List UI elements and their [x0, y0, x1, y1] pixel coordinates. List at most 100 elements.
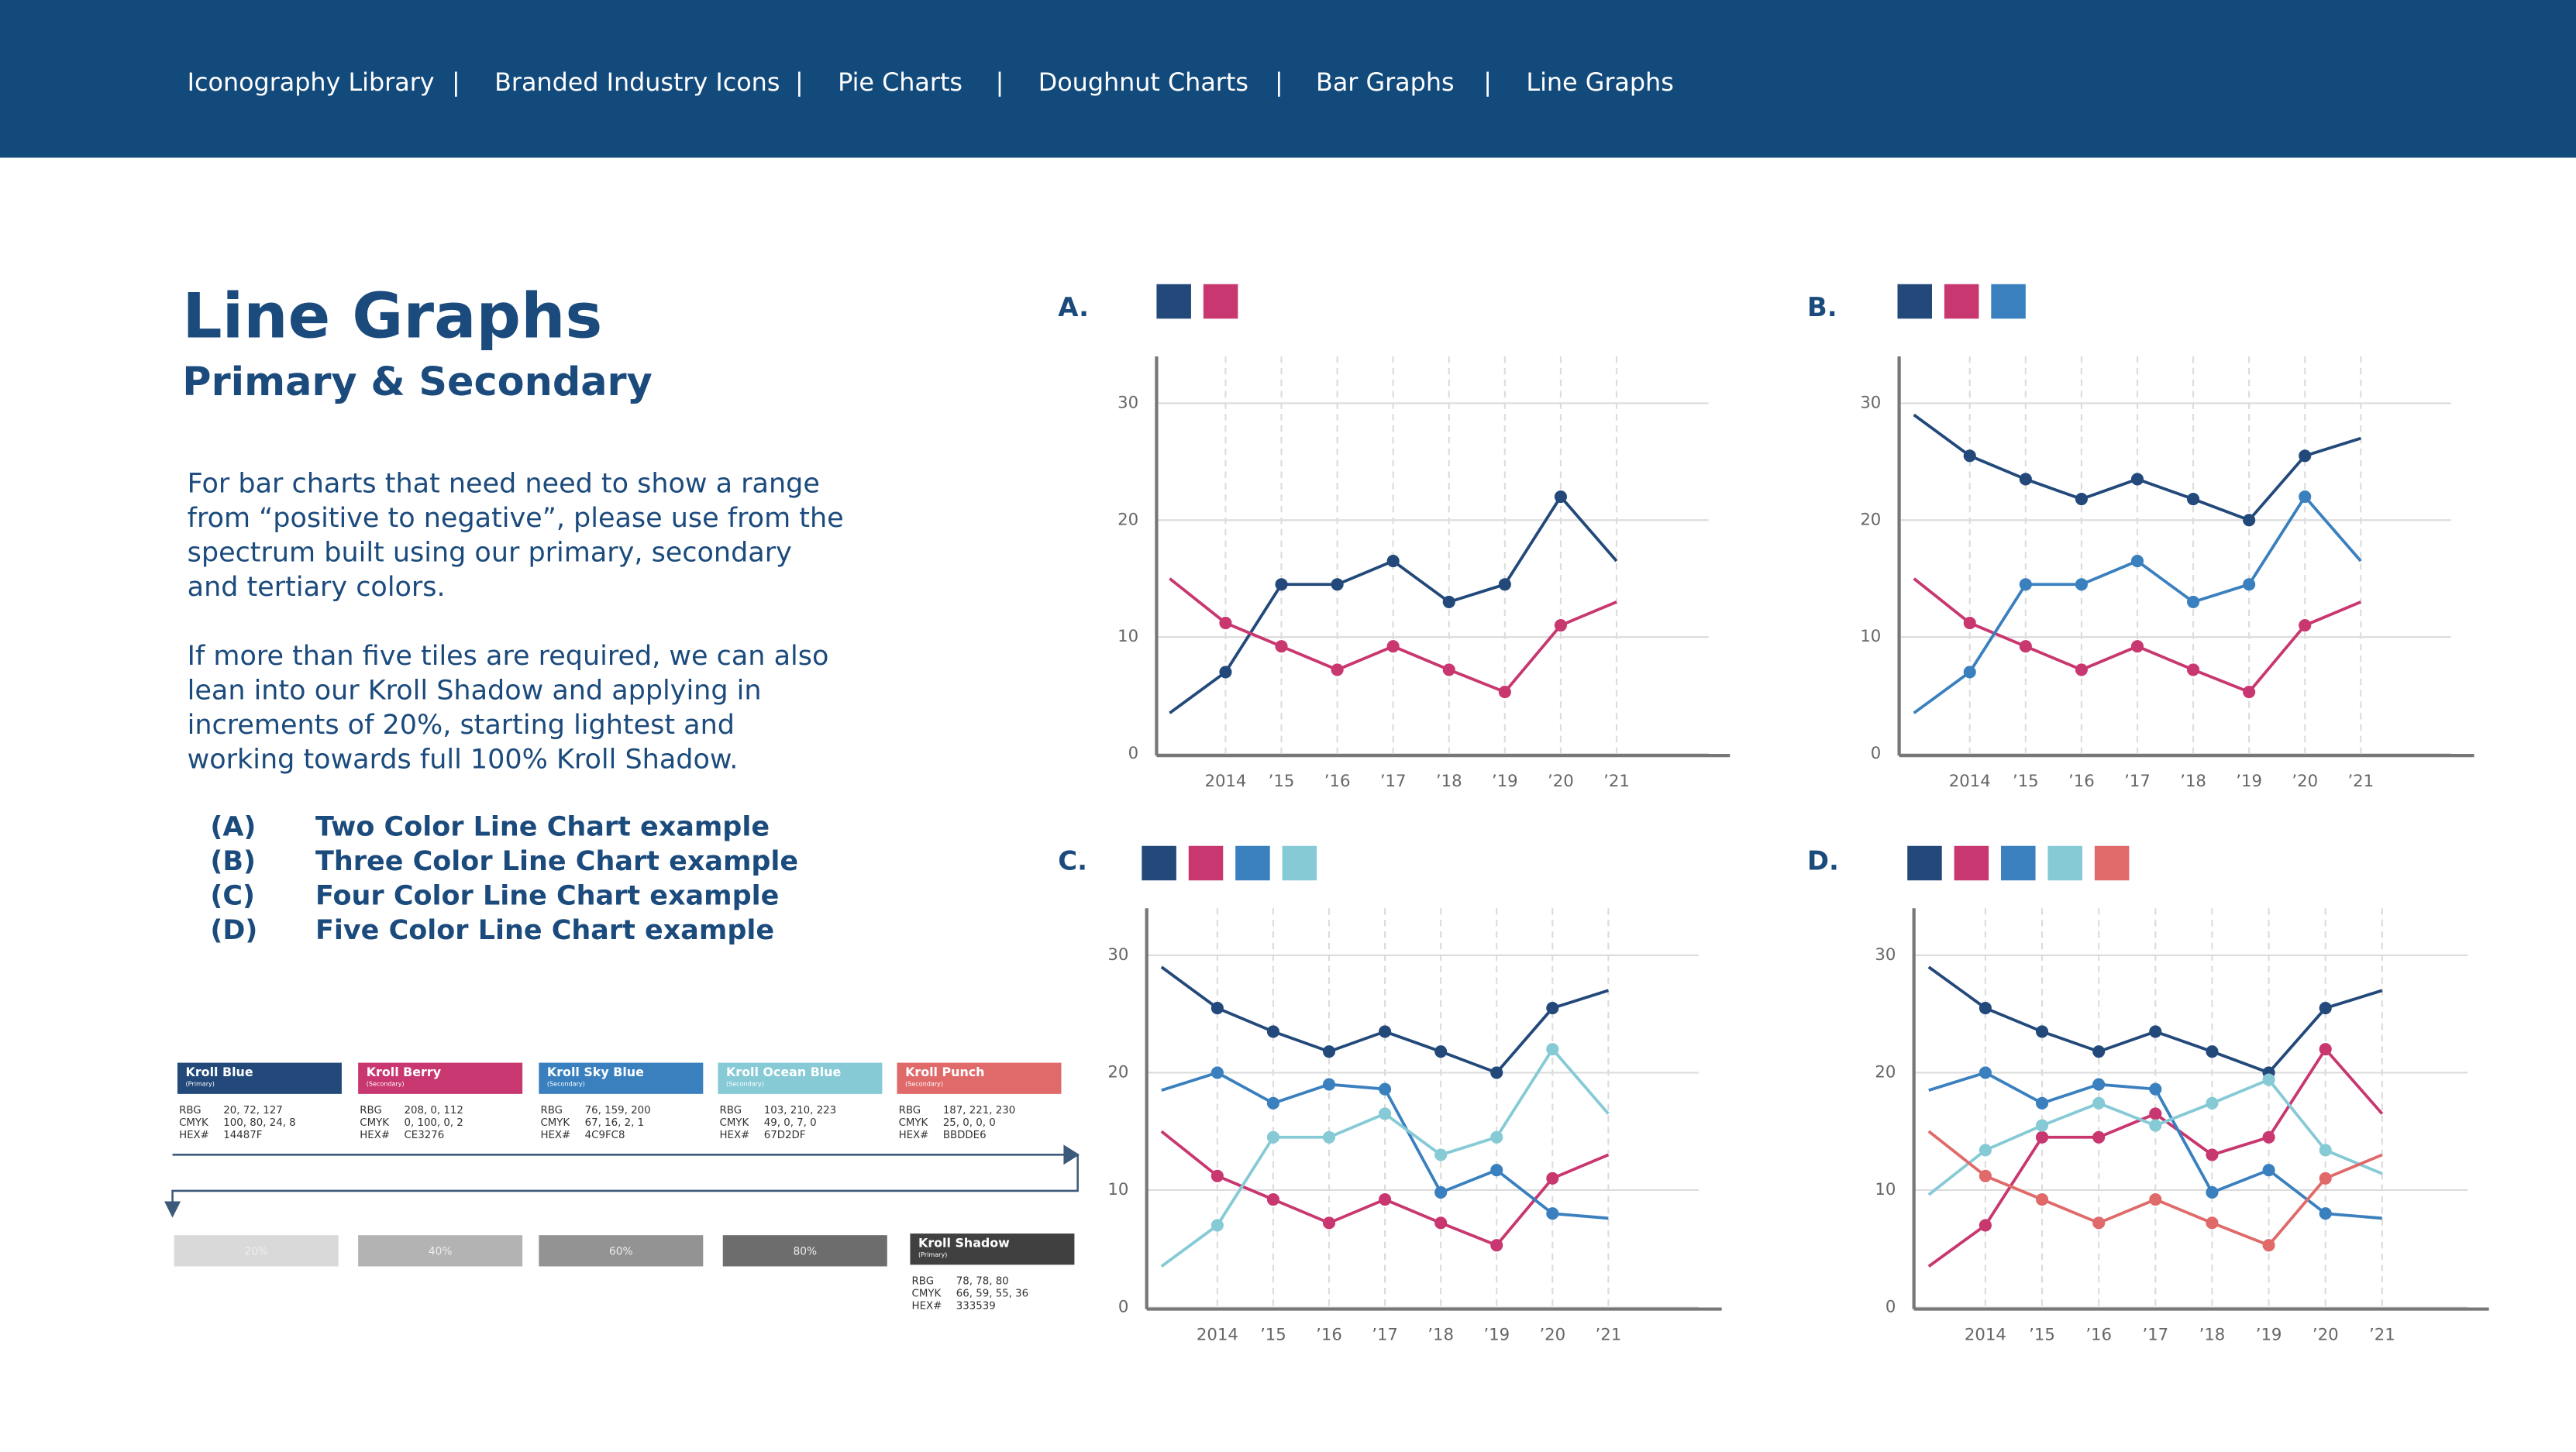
- list-text: Three Color Line Chart example: [315, 846, 798, 877]
- spec-value: 4C9FC8: [585, 1130, 625, 1141]
- legend-swatch: [1944, 284, 1979, 319]
- list-key: (D): [210, 915, 257, 946]
- series-point: [1211, 1002, 1224, 1015]
- series-point: [2019, 640, 2032, 653]
- x-tick-label: ’18: [1436, 771, 1462, 790]
- spec-key: RBG: [720, 1105, 742, 1117]
- series-point: [1490, 1239, 1503, 1252]
- list-text: Five Color Line Chart example: [315, 915, 774, 946]
- series-point: [1211, 1066, 1224, 1079]
- legend-swatch: [1235, 845, 1270, 881]
- spec-key: RBG: [899, 1105, 921, 1117]
- series-point: [1331, 578, 1344, 591]
- spec-value: 76, 159, 200: [585, 1105, 651, 1117]
- series-point: [1379, 1192, 1392, 1206]
- nav-item[interactable]: Branded Industry Icons: [494, 68, 780, 97]
- series-point: [2092, 1216, 2106, 1230]
- series-point: [1978, 1144, 1992, 1157]
- series-point: [2206, 1185, 2219, 1199]
- y-tick-label: 20: [1107, 1061, 1128, 1081]
- spec-value: 0, 100, 0, 2: [404, 1117, 463, 1129]
- x-tick-label: ’17: [1380, 771, 1407, 790]
- nav-item[interactable]: Line Graphs: [1526, 68, 1673, 97]
- spec-key: CMYK: [179, 1117, 209, 1129]
- nav-item[interactable]: Pie Charts: [838, 68, 963, 97]
- swatch-name: Kroll Blue: [186, 1065, 253, 1079]
- separator: |: [1483, 68, 1492, 97]
- x-tick-label: ’15: [2029, 1324, 2055, 1344]
- nav-item[interactable]: Bar Graphs: [1316, 68, 1455, 97]
- legend-swatch: [2047, 845, 2082, 881]
- x-tick-label: ’18: [2199, 1324, 2226, 1344]
- spec-key: HEX#: [540, 1130, 570, 1141]
- series-point: [2206, 1216, 2219, 1230]
- spec-value: 103, 210, 223: [764, 1105, 836, 1117]
- spec-value: 67D2DF: [764, 1130, 806, 1141]
- legend-swatch: [1188, 845, 1224, 881]
- spec-value: 14487F: [223, 1130, 262, 1141]
- x-tick-label: ’16: [2068, 771, 2095, 790]
- series-point: [2075, 493, 2088, 506]
- y-tick-label: 10: [1118, 626, 1138, 645]
- x-tick-label: ’15: [2013, 771, 2039, 790]
- line-chart: B. 0 10 20 30 2014 ’15 ’16 ’17 ’18 ’19 ’20 ’21: [1807, 284, 2474, 790]
- legend-swatch: [1897, 284, 1932, 319]
- series-point: [1266, 1025, 1279, 1038]
- series-point: [1322, 1045, 1336, 1058]
- x-tick-label: ’17: [2142, 1324, 2168, 1344]
- x-tick-label: 2014: [1197, 1324, 1238, 1344]
- series-point: [2092, 1045, 2106, 1058]
- series-point: [1379, 1025, 1392, 1038]
- series-point: [2075, 663, 2088, 676]
- y-tick-label: 0: [1886, 1296, 1896, 1316]
- series-point: [1498, 578, 1511, 591]
- series-point: [2262, 1164, 2275, 1177]
- separator: |: [996, 68, 1004, 97]
- spec-value: 20, 72, 127: [223, 1105, 282, 1117]
- series-point: [2130, 640, 2144, 653]
- series-point: [1211, 1169, 1224, 1182]
- tint-label: 40%: [429, 1245, 453, 1258]
- series-point: [2130, 555, 2144, 568]
- series-point: [2262, 1239, 2275, 1252]
- nav-item[interactable]: Doughnut Charts: [1038, 68, 1248, 97]
- series-point: [1554, 490, 1567, 504]
- x-tick-label: ’16: [1324, 771, 1351, 790]
- body-text: from “positive to negative”, please use …: [188, 503, 844, 534]
- spec-value: 333539: [956, 1300, 996, 1312]
- legend-swatch: [1907, 845, 1942, 881]
- series-point: [2206, 1045, 2219, 1058]
- series-point: [1546, 1043, 1559, 1056]
- series-point: [2035, 1192, 2049, 1206]
- x-tick-label: ’16: [1316, 1324, 1342, 1344]
- x-tick-label: ’19: [2236, 771, 2262, 790]
- series-point: [2035, 1025, 2049, 1038]
- y-tick-label: 20: [1860, 509, 1881, 528]
- series-point: [2319, 1043, 2332, 1056]
- series-point: [2019, 473, 2032, 486]
- x-tick-label: ’19: [2256, 1324, 2282, 1344]
- series-point: [2262, 1073, 2275, 1086]
- series-point: [2035, 1096, 2049, 1110]
- separator: |: [795, 68, 804, 97]
- series-point: [2149, 1082, 2162, 1096]
- separator: |: [452, 68, 460, 97]
- series-point: [2319, 1172, 2332, 1185]
- series-point: [2243, 686, 2256, 699]
- spec-key: CMYK: [540, 1117, 570, 1129]
- nav-separators: | | | | |: [452, 68, 1492, 97]
- list-text: Two Color Line Chart example: [315, 811, 770, 842]
- x-tick-label: ’15: [1260, 1324, 1286, 1344]
- series-point: [1978, 1066, 1992, 1079]
- series-point: [2299, 490, 2312, 504]
- series-point: [2149, 1107, 2162, 1120]
- x-tick-label: ’20: [2292, 771, 2318, 790]
- swatch-name: Kroll Punch: [905, 1065, 984, 1079]
- legend-swatch: [1991, 284, 2026, 319]
- x-tick-label: ’16: [2085, 1324, 2112, 1344]
- y-tick-label: 20: [1875, 1061, 1896, 1081]
- series-point: [1331, 663, 1344, 676]
- nav-item[interactable]: Iconography Library: [188, 68, 435, 97]
- swatch-name: Kroll Sky Blue: [547, 1065, 644, 1079]
